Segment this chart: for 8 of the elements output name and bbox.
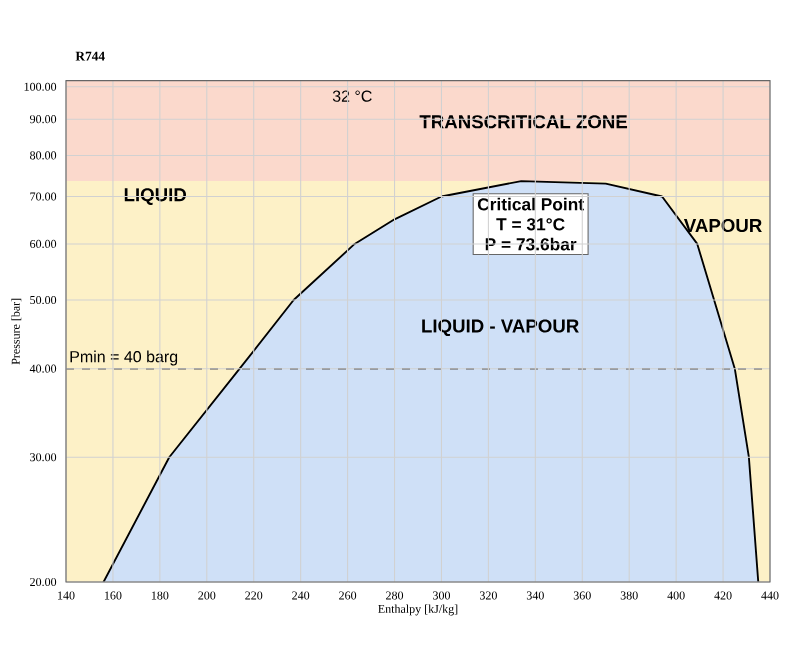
- annotation: Critical Point: [477, 197, 584, 211]
- annotation: P = 73.6bar: [485, 237, 577, 251]
- annotation: T = 31°C: [496, 218, 565, 231]
- ref-line-label: Pmin = 40 barg: [70, 350, 178, 366]
- band-label: TRANSCRITICAL ZONE: [419, 115, 628, 129]
- annotation: 32 °C: [332, 90, 372, 102]
- annotation: VAPOUR: [683, 218, 762, 233]
- annotation: LIQUID - VAPOUR: [422, 319, 579, 337]
